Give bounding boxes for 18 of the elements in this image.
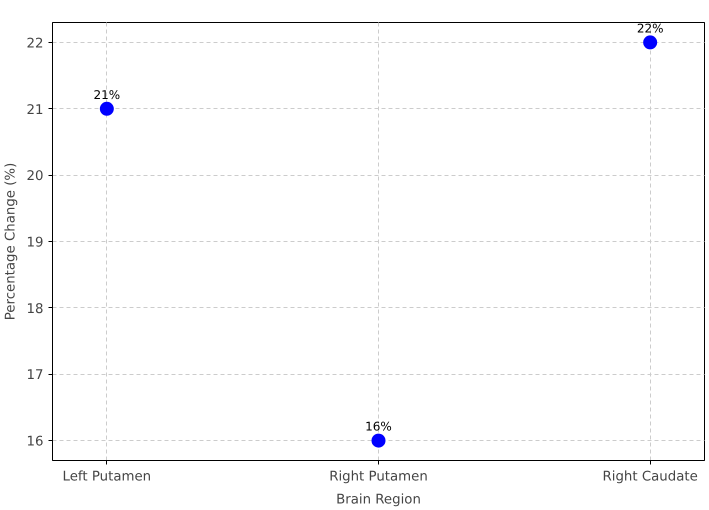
y-axis-title: Percentage Change (%) bbox=[4, 162, 19, 320]
y-tick-label: 21 bbox=[26, 102, 44, 118]
point bbox=[643, 35, 658, 50]
x-axis-title: Brain Region bbox=[336, 492, 421, 508]
data-label: 22% bbox=[636, 21, 664, 36]
data-label: 16% bbox=[365, 420, 392, 434]
x-tick-label: Right Caudate bbox=[602, 470, 698, 484]
data-label: 21% bbox=[93, 88, 120, 102]
y-tick-label: 20 bbox=[26, 169, 44, 184]
y-tick-label: 16 bbox=[26, 434, 44, 450]
x-tick-label: Right Putamen bbox=[329, 470, 428, 484]
y-tick-label: 22 bbox=[26, 36, 44, 52]
y-tick-label: 19 bbox=[26, 236, 44, 250]
y-tick-label: 17 bbox=[26, 368, 44, 384]
point bbox=[372, 434, 386, 448]
y-tick-label: 18 bbox=[26, 302, 44, 317]
x-tick-label: Left Putamen bbox=[62, 470, 152, 484]
point bbox=[100, 102, 114, 116]
